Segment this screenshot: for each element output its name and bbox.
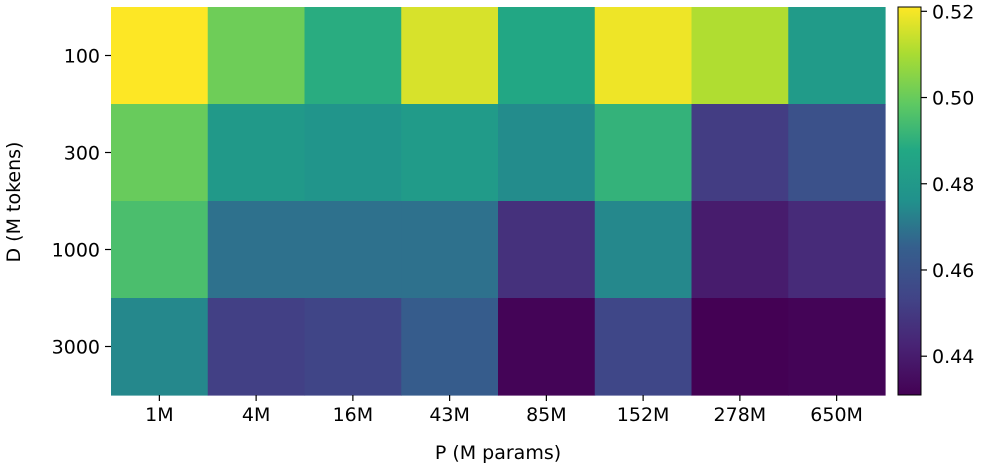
heatmap-cell xyxy=(304,201,402,299)
heatmap-cell xyxy=(594,298,693,396)
heatmap-cell xyxy=(498,201,596,299)
heatmap-cell xyxy=(207,7,306,105)
x-tick-label: 43M xyxy=(429,404,470,426)
heatmap-cell xyxy=(788,201,886,299)
colorbar: 0.44 0.46 0.48 0.50 0.52 xyxy=(897,1,974,396)
heatmap-cell xyxy=(788,7,886,105)
heatmap-cell xyxy=(691,201,789,299)
heatmap-cell xyxy=(594,201,693,299)
heatmap-cell xyxy=(111,201,209,299)
heatmap-cells xyxy=(111,7,886,396)
heatmap-cell xyxy=(111,298,209,396)
heatmap-cell xyxy=(594,104,693,202)
x-axis-label: P (M params) xyxy=(435,442,561,464)
y-tick-label: 100 xyxy=(64,46,100,68)
y-axis: 100 300 1000 3000 xyxy=(52,46,111,359)
heatmap-cell xyxy=(207,298,306,396)
colorbar-gradient xyxy=(897,6,922,396)
x-tick-label: 650M xyxy=(810,404,863,426)
heatmap-cell xyxy=(401,298,499,396)
y-axis-label: D (M tokens) xyxy=(3,142,25,263)
heatmap-cell xyxy=(498,104,596,202)
x-tick-label: 278M xyxy=(714,404,767,426)
colorbar-tick-label: 0.52 xyxy=(932,1,974,23)
heatmap-cell xyxy=(498,7,596,105)
heatmap-cell xyxy=(788,104,886,202)
x-tick-label: 85M xyxy=(526,404,567,426)
colorbar-ticks: 0.44 0.46 0.48 0.50 0.52 xyxy=(921,1,974,368)
heatmap-cell xyxy=(401,7,499,105)
x-tick-label: 16M xyxy=(333,404,374,426)
colorbar-tick-label: 0.50 xyxy=(932,88,974,110)
heatmap-cell xyxy=(304,104,402,202)
x-tick-label: 152M xyxy=(617,404,670,426)
x-axis: 1M 4M 16M 43M 85M 152M 278M 650M xyxy=(145,395,863,426)
heatmap-cell xyxy=(401,201,499,299)
x-tick-label: 1M xyxy=(145,404,173,426)
heatmap-cell xyxy=(111,104,209,202)
heatmap-cell xyxy=(207,201,306,299)
heatmap-cell xyxy=(207,104,306,202)
colorbar-tick-label: 0.44 xyxy=(932,346,974,368)
heatmap-cell xyxy=(111,7,209,105)
y-tick-label: 1000 xyxy=(52,240,100,262)
heatmap-cell xyxy=(691,7,789,105)
colorbar-tick-label: 0.46 xyxy=(932,260,974,282)
heatmap-cell xyxy=(691,104,789,202)
heatmap-cell xyxy=(594,7,693,105)
y-tick-label: 3000 xyxy=(52,337,100,359)
x-tick-label: 4M xyxy=(242,404,270,426)
heatmap-cell xyxy=(691,298,789,396)
heatmap-cell xyxy=(304,298,402,396)
colorbar-tick-label: 0.48 xyxy=(932,174,974,196)
heatmap-cell xyxy=(401,104,499,202)
heatmap-cell xyxy=(788,298,886,396)
y-tick-label: 300 xyxy=(64,143,100,165)
heatmap-cell xyxy=(498,298,596,396)
heatmap-cell xyxy=(304,7,402,105)
